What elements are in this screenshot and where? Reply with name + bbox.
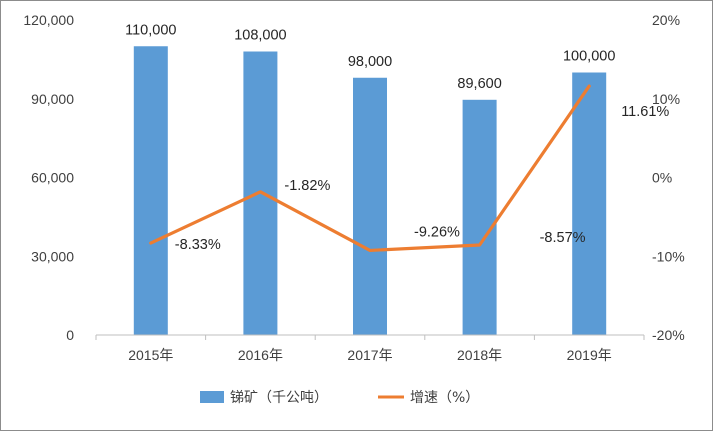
line-data-label: -8.33% xyxy=(175,237,221,253)
line-data-label: -9.26% xyxy=(414,224,460,240)
bar xyxy=(353,77,387,335)
left-axis-tick-label: 90,000 xyxy=(31,91,74,107)
category-label: 2019年 xyxy=(567,347,612,363)
right-axis-tick-label: 0% xyxy=(652,170,672,186)
bar-data-label: 100,000 xyxy=(563,49,615,65)
left-axis-tick-label: 120,000 xyxy=(23,12,74,28)
line-data-label: -1.82% xyxy=(284,178,330,194)
bar-data-label: 89,600 xyxy=(457,76,501,92)
right-axis-tick-label: 10% xyxy=(652,91,680,107)
right-axis-tick-label: 20% xyxy=(652,12,680,28)
legend-bar-label: 锑矿（千公吨） xyxy=(230,390,328,406)
left-axis-tick-label: 30,000 xyxy=(31,248,74,264)
right-axis-tick-label: -10% xyxy=(652,248,685,264)
line-data-label: -8.57% xyxy=(540,230,586,246)
bar xyxy=(133,46,168,335)
category-label: 2015年 xyxy=(128,347,173,363)
category-label: 2018年 xyxy=(457,347,502,363)
bar-data-label: 98,000 xyxy=(348,54,392,70)
growth-line xyxy=(149,84,591,253)
category-label: 2017年 xyxy=(347,347,392,363)
bar xyxy=(462,99,497,335)
category-label: 2016年 xyxy=(238,347,283,363)
bar-data-label: 108,000 xyxy=(234,28,286,44)
right-axis-tick-label: -20% xyxy=(652,327,685,343)
left-axis-tick-label: 60,000 xyxy=(31,170,74,186)
bar-data-label: 110,000 xyxy=(125,22,176,38)
left-axis-tick-label: 0 xyxy=(66,327,74,343)
legend-bar-swatch xyxy=(200,391,224,403)
legend-line-label: 增速（%） xyxy=(410,390,479,406)
line-data-label: 11.61% xyxy=(621,104,669,120)
bar xyxy=(572,72,607,335)
